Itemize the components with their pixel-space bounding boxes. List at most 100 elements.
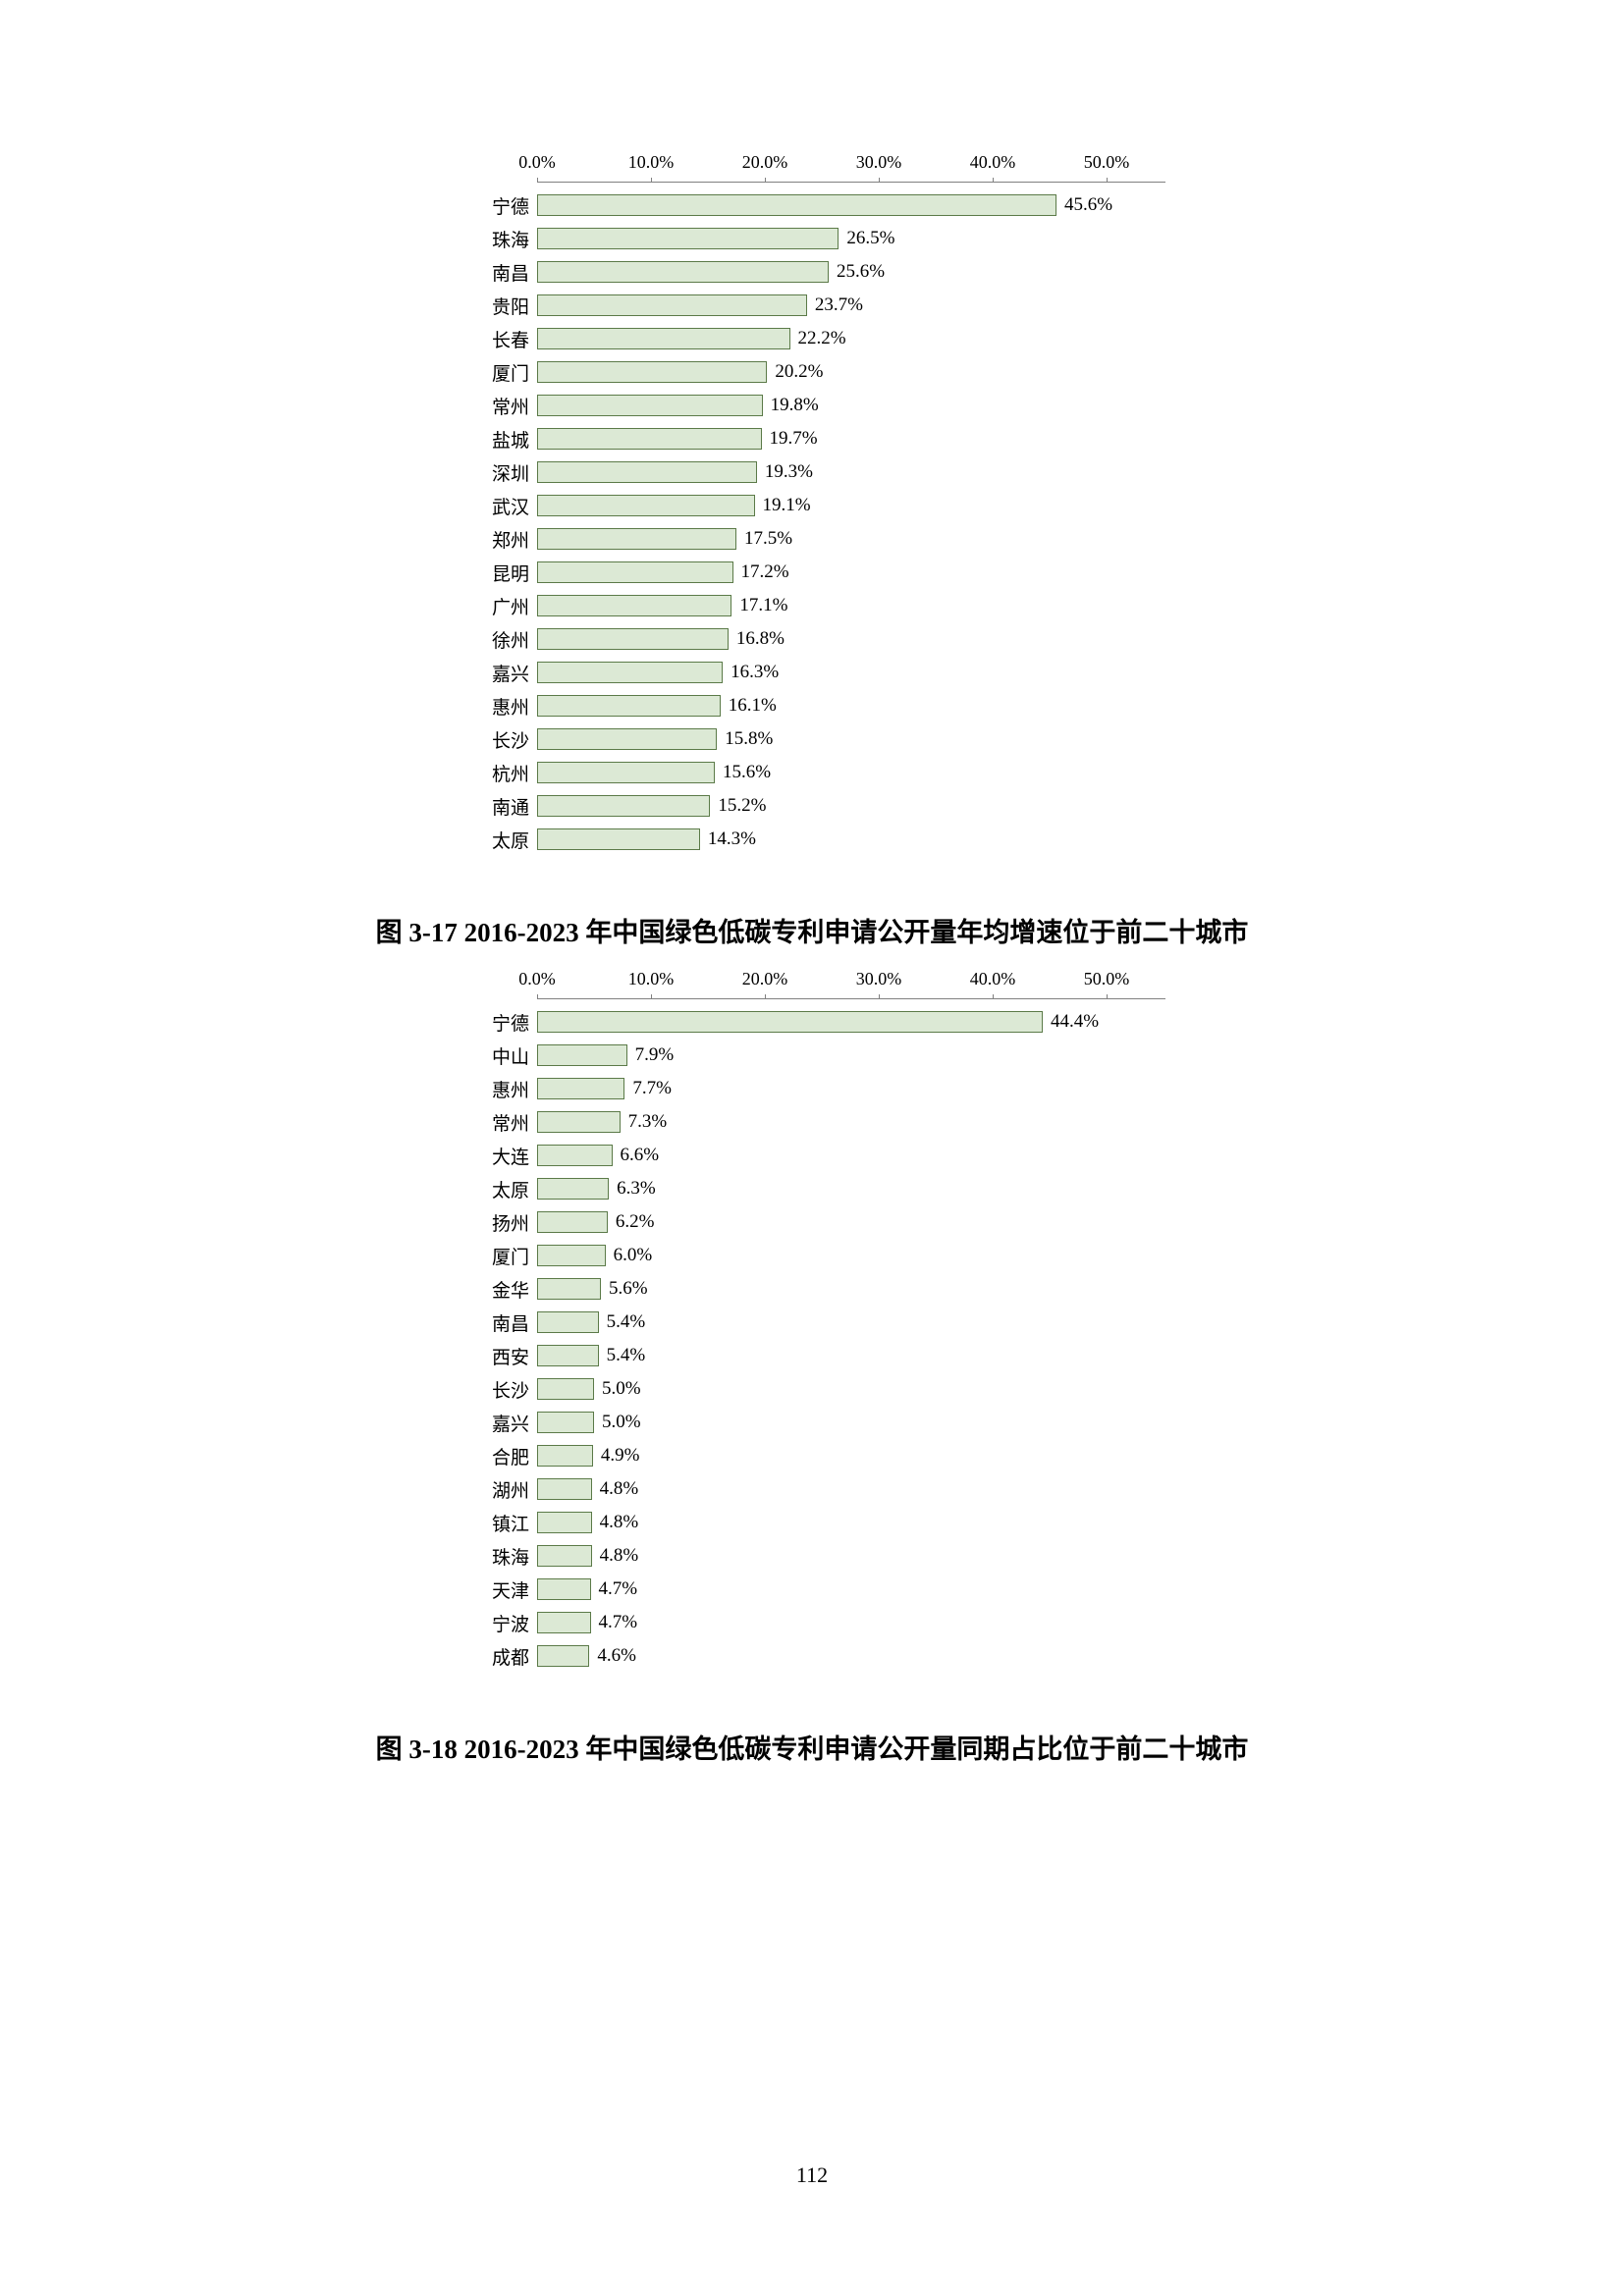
bar-track: 19.7% [537, 428, 1165, 450]
bar [537, 1311, 599, 1333]
axis-tick-label: 30.0% [856, 969, 902, 989]
city-label: 宁德 [459, 192, 529, 219]
bar [537, 528, 736, 550]
city-label: 贵阳 [459, 293, 529, 319]
bar [537, 1011, 1043, 1033]
value-label: 16.8% [729, 628, 785, 650]
bar-row: 惠州7.7% [537, 1072, 1165, 1105]
city-label: 珠海 [459, 226, 529, 252]
bar-track: 23.7% [537, 294, 1165, 316]
value-label: 4.7% [591, 1612, 638, 1633]
axis-tick [993, 994, 994, 999]
bar-row: 惠州16.1% [537, 689, 1165, 722]
bar-row: 天津4.7% [537, 1573, 1165, 1606]
bar-row: 长春22.2% [537, 322, 1165, 355]
bar-track: 4.7% [537, 1578, 1165, 1600]
bar-row: 宁德44.4% [537, 1005, 1165, 1039]
bar-row: 广州17.1% [537, 589, 1165, 622]
city-label: 宁波 [459, 1610, 529, 1636]
bar-track: 16.8% [537, 628, 1165, 650]
bar [537, 1245, 606, 1266]
bar-row: 常州19.8% [537, 389, 1165, 422]
city-label: 宁德 [459, 1009, 529, 1036]
bar-row: 南昌25.6% [537, 255, 1165, 289]
city-label: 湖州 [459, 1476, 529, 1503]
bar-track: 20.2% [537, 361, 1165, 383]
axis-tick-label: 20.0% [742, 152, 788, 173]
bar [537, 595, 731, 616]
city-label: 合肥 [459, 1443, 529, 1469]
bar-track: 19.1% [537, 495, 1165, 516]
chart-3-18: 0.0%10.0%20.0%30.0%40.0%50.0% 宁德44.4%中山7… [459, 969, 1165, 1679]
bar-track: 4.6% [537, 1645, 1165, 1667]
bar-row: 南通15.2% [537, 789, 1165, 823]
bar-track: 7.7% [537, 1078, 1165, 1099]
bar [537, 795, 710, 817]
bar-row: 长沙15.8% [537, 722, 1165, 756]
city-label: 长沙 [459, 1376, 529, 1403]
bar [537, 1378, 594, 1400]
bar [537, 1612, 591, 1633]
bar-row: 常州7.3% [537, 1105, 1165, 1139]
value-label: 19.8% [763, 395, 819, 416]
bar [537, 495, 755, 516]
value-label: 6.3% [609, 1178, 656, 1200]
bar-track: 17.5% [537, 528, 1165, 550]
bar [537, 1211, 608, 1233]
city-label: 南昌 [459, 1309, 529, 1336]
city-label: 武汉 [459, 493, 529, 519]
bar [537, 1345, 599, 1366]
bar [537, 1044, 627, 1066]
bar-track: 5.0% [537, 1412, 1165, 1433]
value-label: 15.2% [710, 795, 766, 817]
value-label: 4.6% [589, 1645, 636, 1667]
axis-tick [1107, 178, 1108, 183]
bar [537, 228, 839, 249]
value-label: 44.4% [1043, 1011, 1099, 1033]
bar-track: 14.3% [537, 828, 1165, 850]
bar [537, 1145, 613, 1166]
bar-row: 郑州17.5% [537, 522, 1165, 556]
bar-track: 15.8% [537, 728, 1165, 750]
bar [537, 361, 767, 383]
bar-row: 珠海26.5% [537, 222, 1165, 255]
axis-tick [537, 178, 538, 183]
city-label: 嘉兴 [459, 660, 529, 686]
bar-track: 16.3% [537, 662, 1165, 683]
bar [537, 728, 717, 750]
bar-row: 长沙5.0% [537, 1372, 1165, 1406]
bar-track: 5.6% [537, 1278, 1165, 1300]
chart2-bars-area: 宁德44.4%中山7.9%惠州7.7%常州7.3%大连6.6%太原6.3%扬州6… [537, 998, 1165, 1679]
city-label: 南昌 [459, 259, 529, 286]
bar [537, 1111, 621, 1133]
value-label: 6.6% [613, 1145, 660, 1166]
value-label: 15.6% [715, 762, 771, 783]
city-label: 常州 [459, 393, 529, 419]
value-label: 16.3% [723, 662, 779, 683]
axis-tick [651, 178, 652, 183]
city-label: 太原 [459, 1176, 529, 1202]
bar [537, 762, 715, 783]
axis-tick [879, 178, 880, 183]
axis-tick-label: 10.0% [628, 152, 675, 173]
value-label: 22.2% [790, 328, 846, 349]
value-label: 5.4% [599, 1311, 646, 1333]
bar-row: 太原6.3% [537, 1172, 1165, 1205]
city-label: 南通 [459, 793, 529, 820]
city-label: 中山 [459, 1042, 529, 1069]
value-label: 15.8% [717, 728, 773, 750]
city-label: 金华 [459, 1276, 529, 1303]
city-label: 杭州 [459, 760, 529, 786]
city-label: 珠海 [459, 1543, 529, 1570]
value-label: 16.1% [721, 695, 777, 717]
axis-tick-label: 50.0% [1084, 969, 1130, 989]
bar [537, 1412, 594, 1433]
value-label: 20.2% [767, 361, 823, 383]
caption-3-17: 图 3-17 2016-2023 年中国绿色低碳专利申请公开量年均增速位于前二十… [0, 911, 1624, 949]
bar [537, 1545, 592, 1567]
bar-row: 深圳19.3% [537, 455, 1165, 489]
bar-row: 大连6.6% [537, 1139, 1165, 1172]
value-label: 4.8% [592, 1512, 639, 1533]
city-label: 镇江 [459, 1510, 529, 1536]
bar-row: 武汉19.1% [537, 489, 1165, 522]
